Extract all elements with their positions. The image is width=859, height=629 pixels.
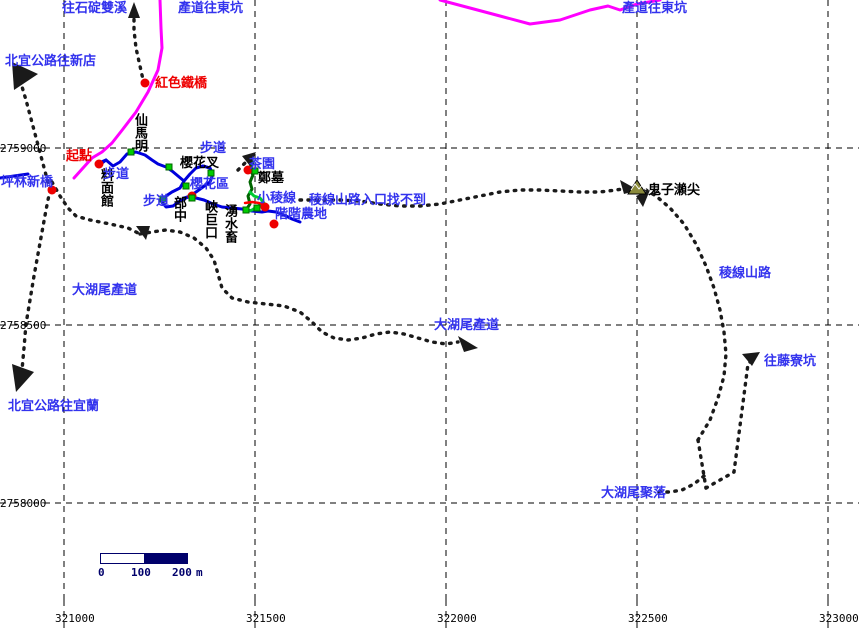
arrow-sakura-fork bbox=[242, 152, 256, 166]
point-markers-green bbox=[127, 148, 261, 214]
label-ridge-mountain-road: 稜線山路 bbox=[719, 266, 772, 281]
scale-tick-200: 200 bbox=[172, 566, 192, 579]
label-budao-2: 步道 bbox=[143, 194, 170, 209]
scale-unit: m bbox=[196, 566, 203, 579]
label-yongshuichu: 湧水畜 bbox=[222, 204, 237, 243]
label-guizilaijian: 鬼子瀨尖 bbox=[648, 183, 701, 198]
point-red-qidian bbox=[94, 159, 104, 169]
node-green-5 bbox=[159, 195, 167, 203]
x-tick-323000: 323000 bbox=[819, 612, 859, 625]
dotted-tracks bbox=[18, 14, 754, 494]
label-qidian: 起點 bbox=[66, 149, 93, 164]
point-red-teagarden bbox=[243, 165, 253, 175]
node-green-3 bbox=[207, 169, 215, 177]
point-red-ridge bbox=[260, 202, 270, 212]
label-shiding-shuangxi: 往石碇雙溪 bbox=[62, 1, 128, 16]
label-buzhong: 部中 bbox=[171, 196, 186, 222]
node-green-1 bbox=[127, 148, 135, 156]
x-tick-321000: 321000 bbox=[55, 612, 95, 625]
node-green-7 bbox=[242, 206, 250, 214]
trail-red bbox=[243, 200, 266, 207]
peak-triangle-icon bbox=[627, 179, 647, 195]
y-tick-2758500: 2758500 bbox=[0, 319, 47, 332]
label-dahuwei-settlement: 大湖尾聚落 bbox=[601, 486, 667, 501]
y-tick-2758000: 2758000 bbox=[0, 497, 47, 510]
label-budao-1: 步道 bbox=[103, 167, 130, 182]
label-xiandaoming: 仙馬明 bbox=[132, 113, 147, 152]
label-chandao-dongkeng-right: 產道往東坑 bbox=[622, 1, 688, 16]
label-pinglin-new-bridge: 坪林新橋 bbox=[1, 175, 54, 190]
point-red-pinglin bbox=[47, 185, 57, 195]
label-beiyi-yilan: 北宜公路往宜蘭 bbox=[8, 399, 100, 414]
point-red-bridge bbox=[140, 78, 150, 88]
label-ridge-road-entrance: 稜線山路入口找不到 bbox=[309, 193, 427, 208]
arrow-tengliaokeng bbox=[742, 352, 760, 366]
x-tick-322000: 322000 bbox=[437, 612, 477, 625]
y-tick-2759000: 2759000 bbox=[0, 142, 47, 155]
scale-tick-0: 0 bbox=[98, 566, 105, 579]
label-dahuwei-chandao-2: 大湖尾產道 bbox=[434, 318, 500, 333]
arrow-shiding bbox=[128, 2, 140, 18]
scale-bar-segment-fill bbox=[144, 554, 187, 563]
grid-lines bbox=[0, 0, 859, 600]
x-tick-321500: 321500 bbox=[246, 612, 286, 625]
label-zheng-tomb: 鄭墓 bbox=[258, 171, 285, 186]
scale-bar-segment-white bbox=[101, 554, 144, 563]
node-green-6 bbox=[188, 194, 196, 202]
label-sakura-zone: 櫻花區 bbox=[190, 177, 230, 192]
scale-bar bbox=[100, 553, 188, 564]
label-sakura-fork: 櫻花叉 bbox=[180, 156, 220, 171]
label-terraced-farmland: 階階農地 bbox=[275, 207, 328, 222]
node-green-4 bbox=[182, 182, 190, 190]
arrowheads bbox=[12, 2, 760, 392]
label-xiagukou: 峽巨口 bbox=[202, 200, 217, 239]
label-budao-3: 步道 bbox=[200, 141, 227, 156]
label-small-ridge: 小稜線 bbox=[257, 191, 297, 206]
road-magenta bbox=[72, 0, 662, 180]
arrow-xindian bbox=[12, 62, 38, 90]
node-green-2 bbox=[165, 163, 173, 171]
point-red-farmland bbox=[269, 219, 279, 229]
label-tengliaokeng: 往藤寮坑 bbox=[764, 354, 817, 369]
label-chandao-dongkeng-left: 產道往東坑 bbox=[178, 1, 244, 16]
label-red-iron-bridge: 紅色鐵橋 bbox=[155, 76, 208, 91]
label-dahuwei-chandao-1: 大湖尾產道 bbox=[72, 283, 138, 298]
node-green-8 bbox=[251, 167, 259, 175]
arrow-yilan bbox=[12, 364, 34, 392]
scale-tick-100: 100 bbox=[131, 566, 151, 579]
arrow-pinglin bbox=[136, 226, 150, 240]
label-tea-garden: 茶園 bbox=[249, 157, 276, 172]
axis-ticks bbox=[63, 600, 829, 629]
x-tick-322500: 322500 bbox=[628, 612, 668, 625]
arrow-dahuwei-chandao bbox=[458, 336, 478, 352]
node-green-9 bbox=[253, 204, 261, 212]
label-teahouse: 料面館 bbox=[98, 168, 113, 207]
label-beiyi-xindian: 北宜公路往新店 bbox=[5, 54, 97, 69]
